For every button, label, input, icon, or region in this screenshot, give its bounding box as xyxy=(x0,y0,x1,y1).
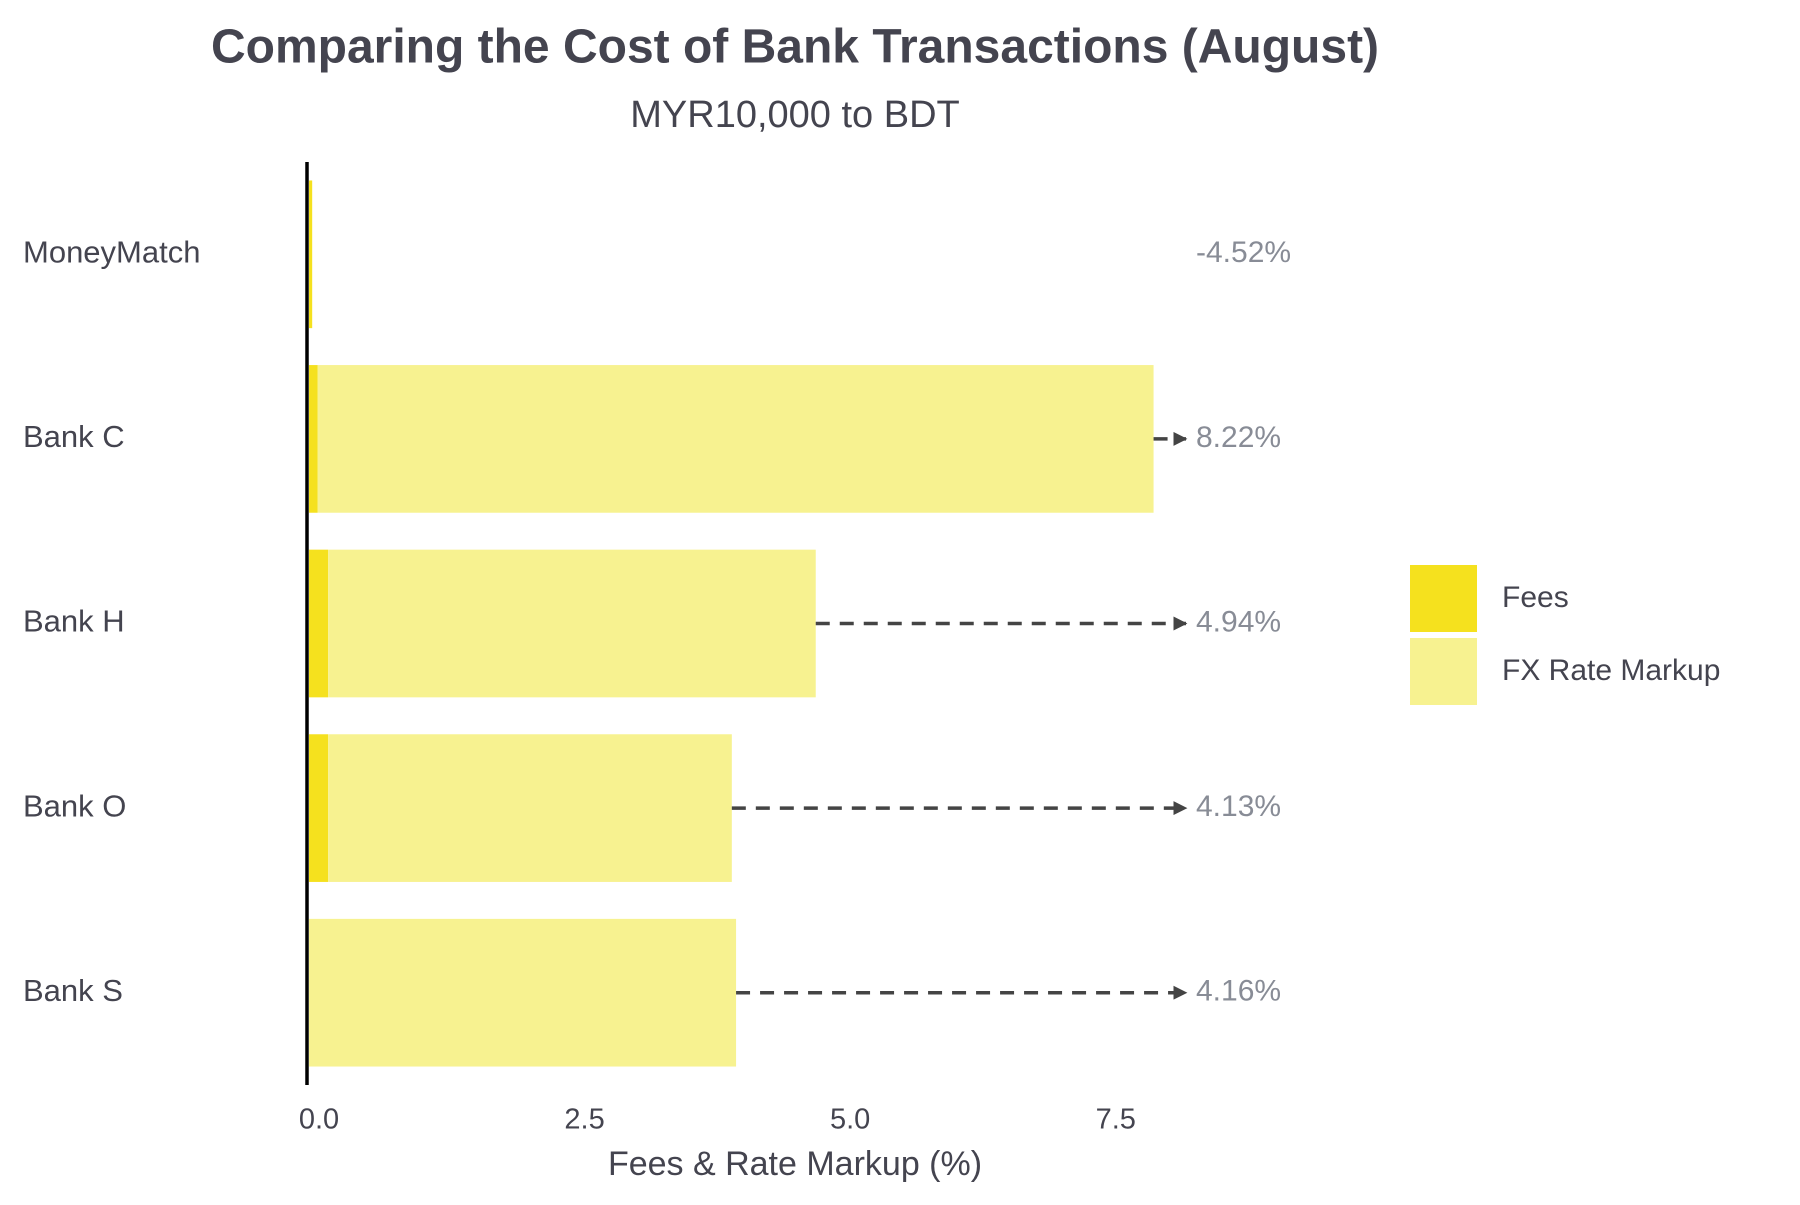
legend-swatch xyxy=(1410,565,1477,632)
x-tick-label: 5.0 xyxy=(830,1104,870,1136)
bar-segment xyxy=(328,549,816,698)
annotation: 4.94% xyxy=(1196,605,1281,638)
y-tick-label: Bank S xyxy=(23,973,123,1008)
y-tick-label: Bank O xyxy=(23,788,126,823)
bar-segment xyxy=(309,180,313,329)
bar-segment xyxy=(309,365,318,513)
x-tick-label: 2.5 xyxy=(564,1104,604,1136)
x-axis-title: Fees & Rate Markup (%) xyxy=(608,1145,982,1183)
bar-segment xyxy=(317,365,1154,513)
chart-subtitle: MYR10,000 to BDT xyxy=(630,94,959,136)
x-tick-label: 7.5 xyxy=(1096,1104,1136,1136)
chart-title: Comparing the Cost of Bank Transactions … xyxy=(211,21,1379,74)
bar-segment xyxy=(309,918,737,1067)
bar-segment xyxy=(309,734,329,882)
bar-segment xyxy=(328,734,732,882)
x-tick-label: 0.0 xyxy=(299,1104,339,1136)
bar-segment xyxy=(309,549,329,698)
legend-swatch xyxy=(1410,638,1477,705)
annotation: 4.16% xyxy=(1196,975,1281,1008)
annotation: -4.52% xyxy=(1196,236,1291,269)
legend-label: Fees xyxy=(1502,581,1569,614)
legend-label: FX Rate Markup xyxy=(1502,654,1720,687)
y-tick-label: MoneyMatch xyxy=(23,234,200,269)
y-tick-label: Bank H xyxy=(23,604,125,639)
annotation: 8.22% xyxy=(1196,421,1281,454)
annotation: 4.13% xyxy=(1196,790,1281,823)
y-tick-label: Bank C xyxy=(23,419,125,454)
